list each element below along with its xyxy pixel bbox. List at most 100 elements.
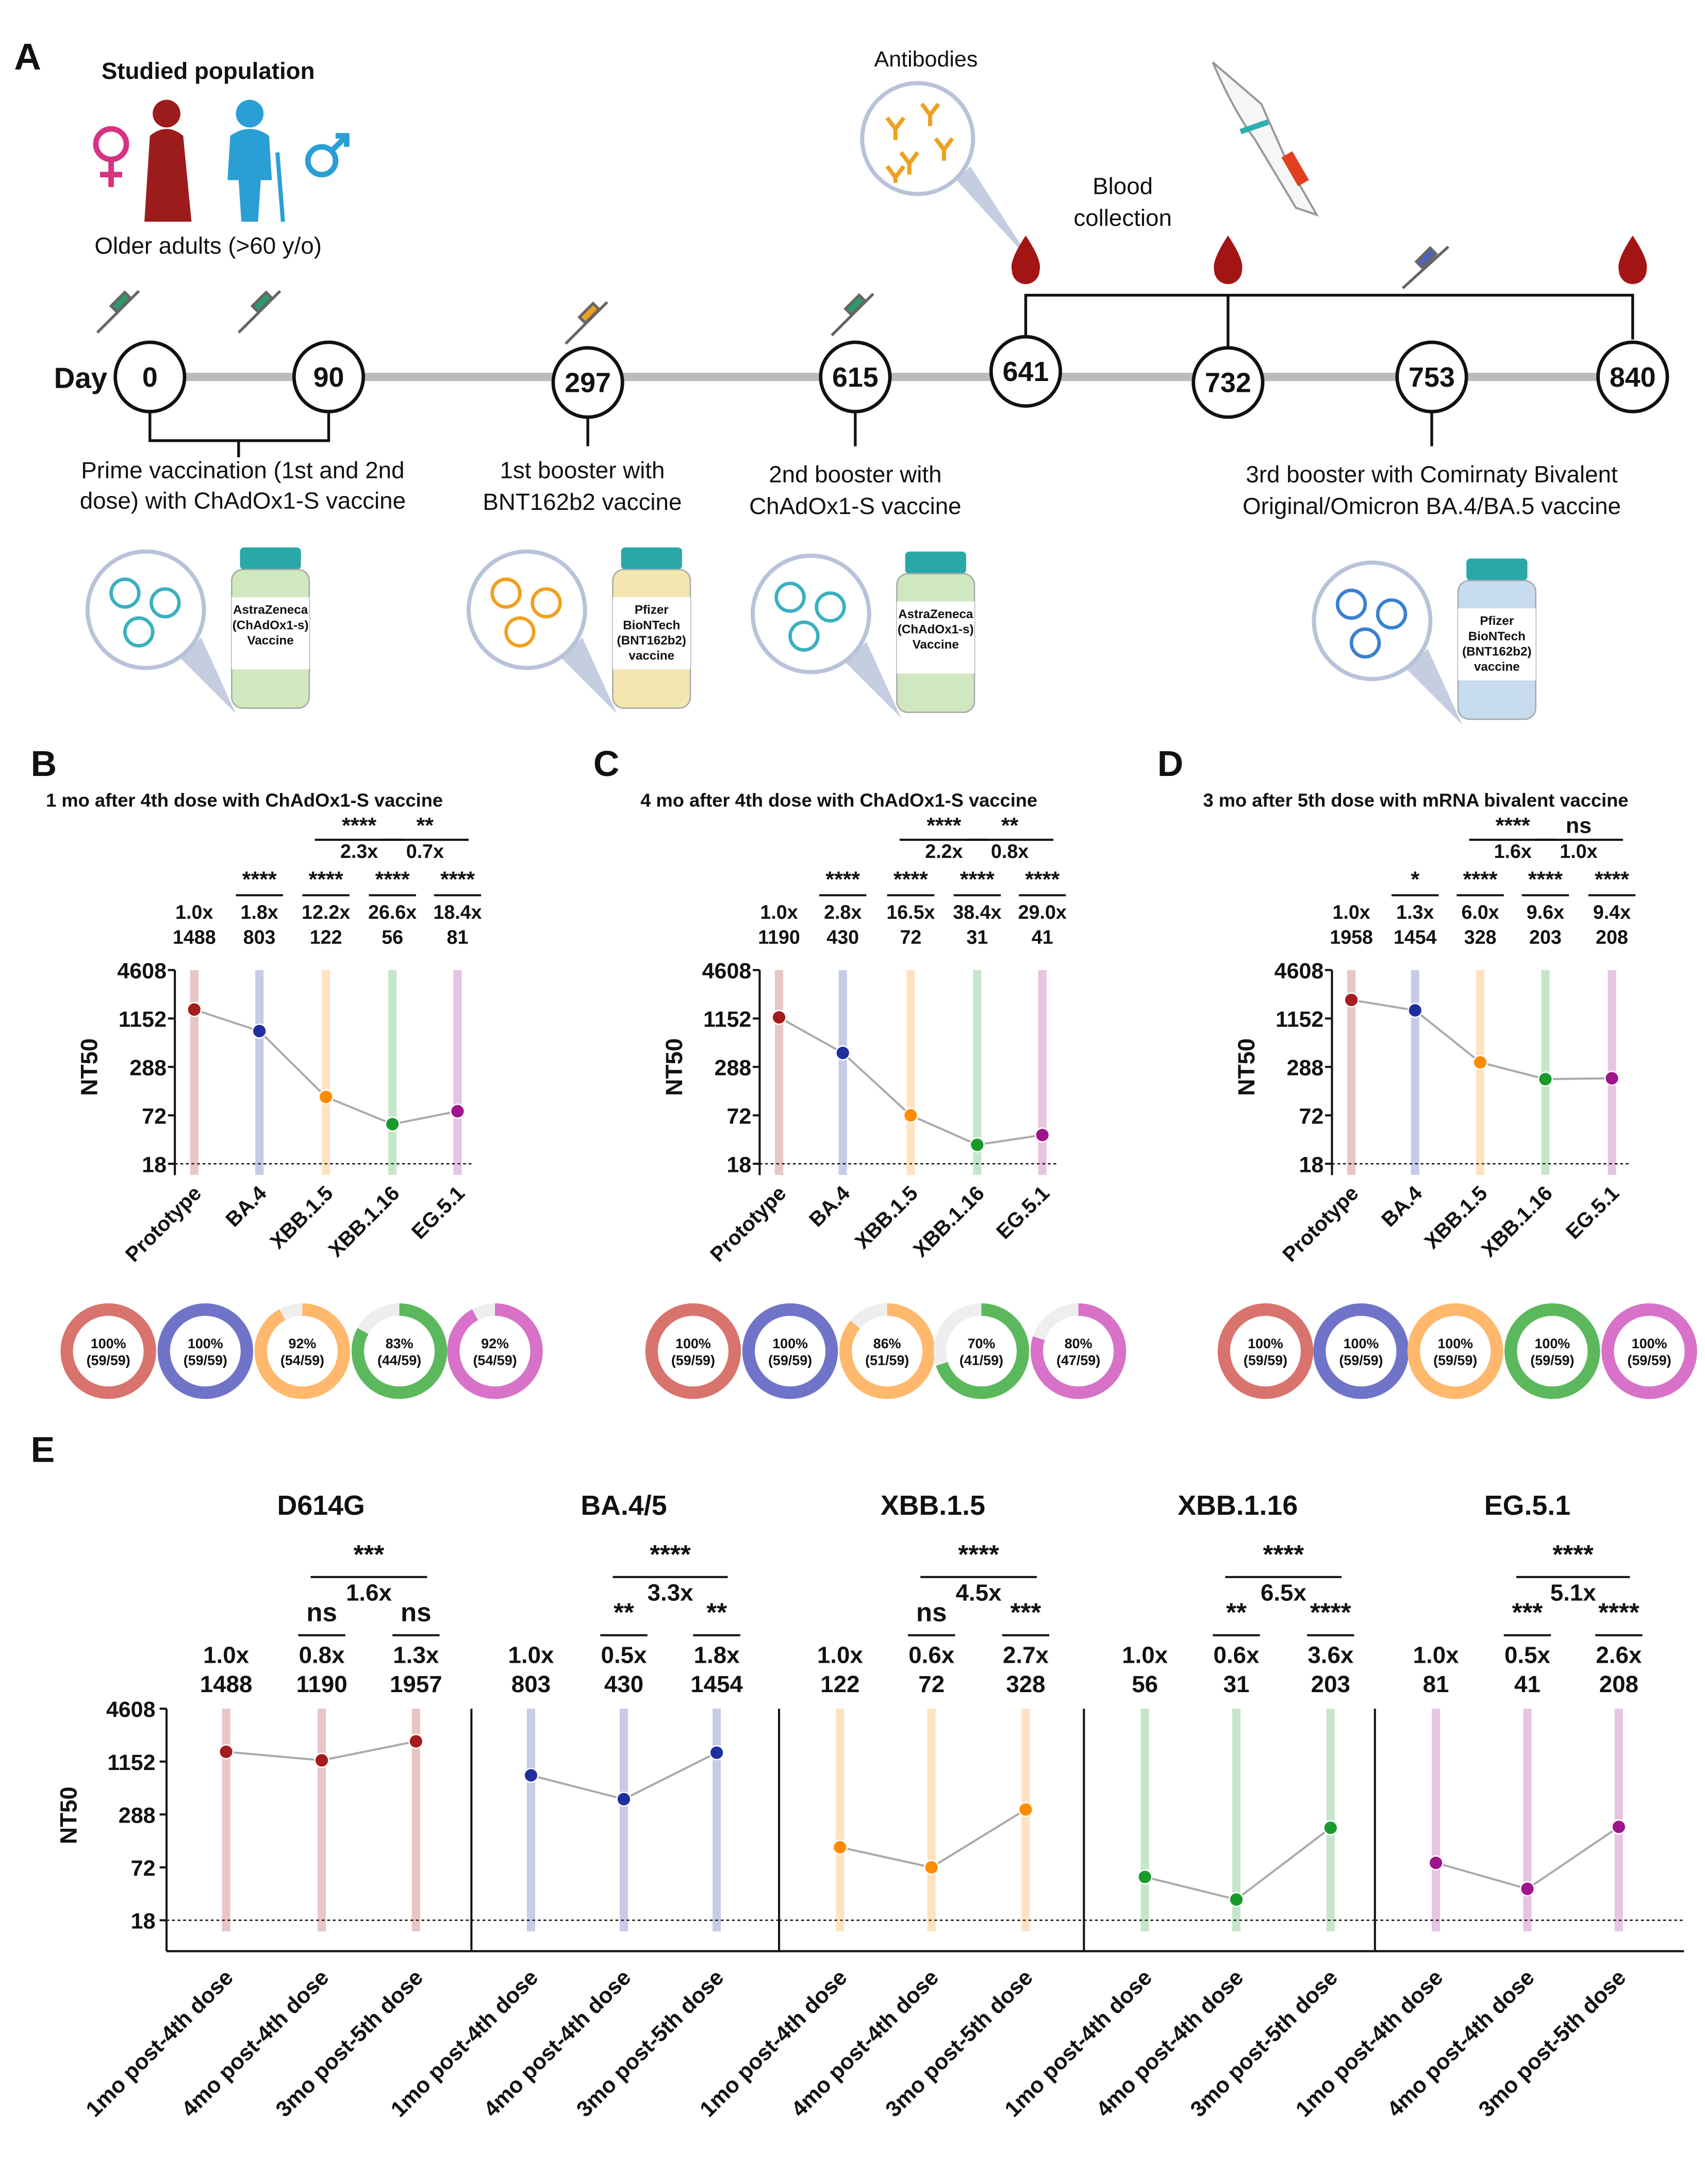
virus (504, 616, 536, 648)
pairwise-stars: **** (650, 1540, 691, 1569)
gmt-dot (1611, 1819, 1627, 1835)
donut-arc (254, 1303, 351, 1399)
significance: **** (242, 867, 277, 892)
antibodies-label: Antibodies (874, 47, 978, 72)
gmt-label: 56 (382, 926, 403, 948)
pairwise-stars: ** (1001, 813, 1019, 838)
fold-label: 2.7x (1003, 1642, 1049, 1668)
significance: **** (440, 867, 475, 892)
gmt-label: 1488 (173, 926, 216, 948)
gmt-label: 72 (918, 1671, 945, 1697)
donut-fraction: (51/59) (865, 1353, 909, 1368)
gmt-label: 31 (966, 926, 988, 948)
pairwise-fold: 0.8x (991, 840, 1029, 862)
significance: ns (916, 1598, 947, 1627)
dose-text: Original/Omicron BA.4/BA.5 vaccine (1243, 493, 1621, 519)
y-tick-label: 1152 (703, 1007, 751, 1032)
virus (490, 577, 522, 609)
pairwise-fold: 5.1x (1550, 1579, 1597, 1606)
y-tick-label: 72 (1299, 1104, 1324, 1129)
virus-circle (750, 553, 871, 674)
donut-percent: 100% (675, 1336, 711, 1351)
vial-text: (ChAdOx1-s) (233, 618, 309, 632)
y-tick-label: 18 (131, 1909, 156, 1934)
panel-label: E (31, 1430, 55, 1470)
fold-label: 0.5x (601, 1642, 648, 1668)
vial-cap (1466, 558, 1528, 581)
y-tick-label: 4608 (117, 959, 167, 984)
significance: *** (1512, 1598, 1543, 1627)
x-tick-label: XBB.1.16 (324, 1181, 404, 1261)
donut-fraction: (59/59) (87, 1353, 130, 1368)
gmt-dot (450, 1103, 466, 1119)
gmt-label: 803 (243, 926, 276, 948)
fold-label: 0.5x (1504, 1642, 1551, 1668)
significance: ** (1226, 1598, 1247, 1627)
donut-arc (1313, 1303, 1409, 1399)
significance: *** (1011, 1598, 1041, 1627)
day-circle (292, 340, 366, 413)
day-number: 297 (565, 368, 611, 399)
day-circle (113, 340, 187, 413)
x-tick-label: EG.5.1 (992, 1181, 1054, 1244)
gmt-dot (252, 1023, 267, 1039)
donut-fraction: (59/59) (768, 1353, 812, 1368)
gmt-dot (1344, 992, 1359, 1008)
gmt-label: 122 (310, 926, 342, 948)
day-number: 90 (313, 362, 344, 393)
y-tick-label: 288 (129, 1055, 167, 1080)
gmt-label: 1488 (200, 1671, 253, 1697)
fold-label: 38.4x (953, 901, 1001, 923)
y-tick-label: 4608 (702, 959, 752, 984)
chart-title: XBB.1.16 (1178, 1490, 1298, 1521)
fold-label: 1.3x (393, 1642, 439, 1668)
x-tick-label: XBB.1.16 (909, 1181, 989, 1261)
fold-label: 29.0x (1018, 901, 1067, 923)
y-tick-label: 288 (119, 1803, 156, 1828)
gmt-label: 328 (1464, 926, 1497, 948)
day-number: 732 (1205, 368, 1251, 399)
vial-text: Vaccine (247, 634, 294, 648)
day-circle (1395, 340, 1468, 413)
significance: **** (893, 867, 928, 892)
donut-percent: 86% (873, 1336, 901, 1351)
population-title: Studied population (102, 58, 315, 84)
vial-text: (ChAdOx1-s) (898, 622, 974, 636)
callout (1406, 648, 1463, 725)
gmt-label: 328 (1006, 1671, 1045, 1697)
significance: **** (1528, 867, 1563, 892)
gmt-dot (187, 1002, 202, 1017)
significance: ns (401, 1598, 432, 1627)
fold-label: 0.8x (299, 1642, 345, 1668)
gmt-label: 1958 (1330, 926, 1373, 948)
syringes (96, 245, 1450, 345)
gmt-dot (218, 1744, 234, 1760)
vial-label (613, 597, 691, 670)
vial-text: AstraZeneca (233, 603, 308, 617)
gmt-label: 1454 (690, 1671, 743, 1697)
virus (123, 616, 155, 648)
dose-text: ChAdOx1-S vaccine (749, 493, 961, 519)
donut-percent: 100% (91, 1336, 126, 1351)
fold-label: 1.0x (508, 1642, 554, 1668)
vial-label (231, 597, 309, 670)
donut-percent: 100% (1437, 1336, 1473, 1351)
donut-arc (1030, 1303, 1127, 1399)
fold-label: 1.0x (1333, 901, 1370, 923)
donut-fraction: (59/59) (184, 1353, 227, 1368)
virus (1349, 627, 1381, 659)
pairwise-stars: *** (354, 1540, 385, 1569)
gmt-dot (1537, 1071, 1553, 1087)
vial-label (1458, 608, 1536, 681)
y-tick-label: 72 (142, 1104, 167, 1129)
fold-label: 0.6x (908, 1642, 955, 1668)
dose-text: 3rd booster with Comirnaty Bivalent (1246, 461, 1617, 487)
gmt-dot (1472, 1054, 1488, 1070)
fold-label: 18.4x (433, 901, 482, 923)
day-label: Day (54, 362, 108, 394)
chart-title: 3 mo after 5th dose with mRNA bivalent v… (1203, 789, 1629, 810)
gmt-label: 203 (1529, 926, 1562, 948)
gmt-label: 41 (1514, 1671, 1541, 1697)
gmt-dot (523, 1767, 539, 1783)
